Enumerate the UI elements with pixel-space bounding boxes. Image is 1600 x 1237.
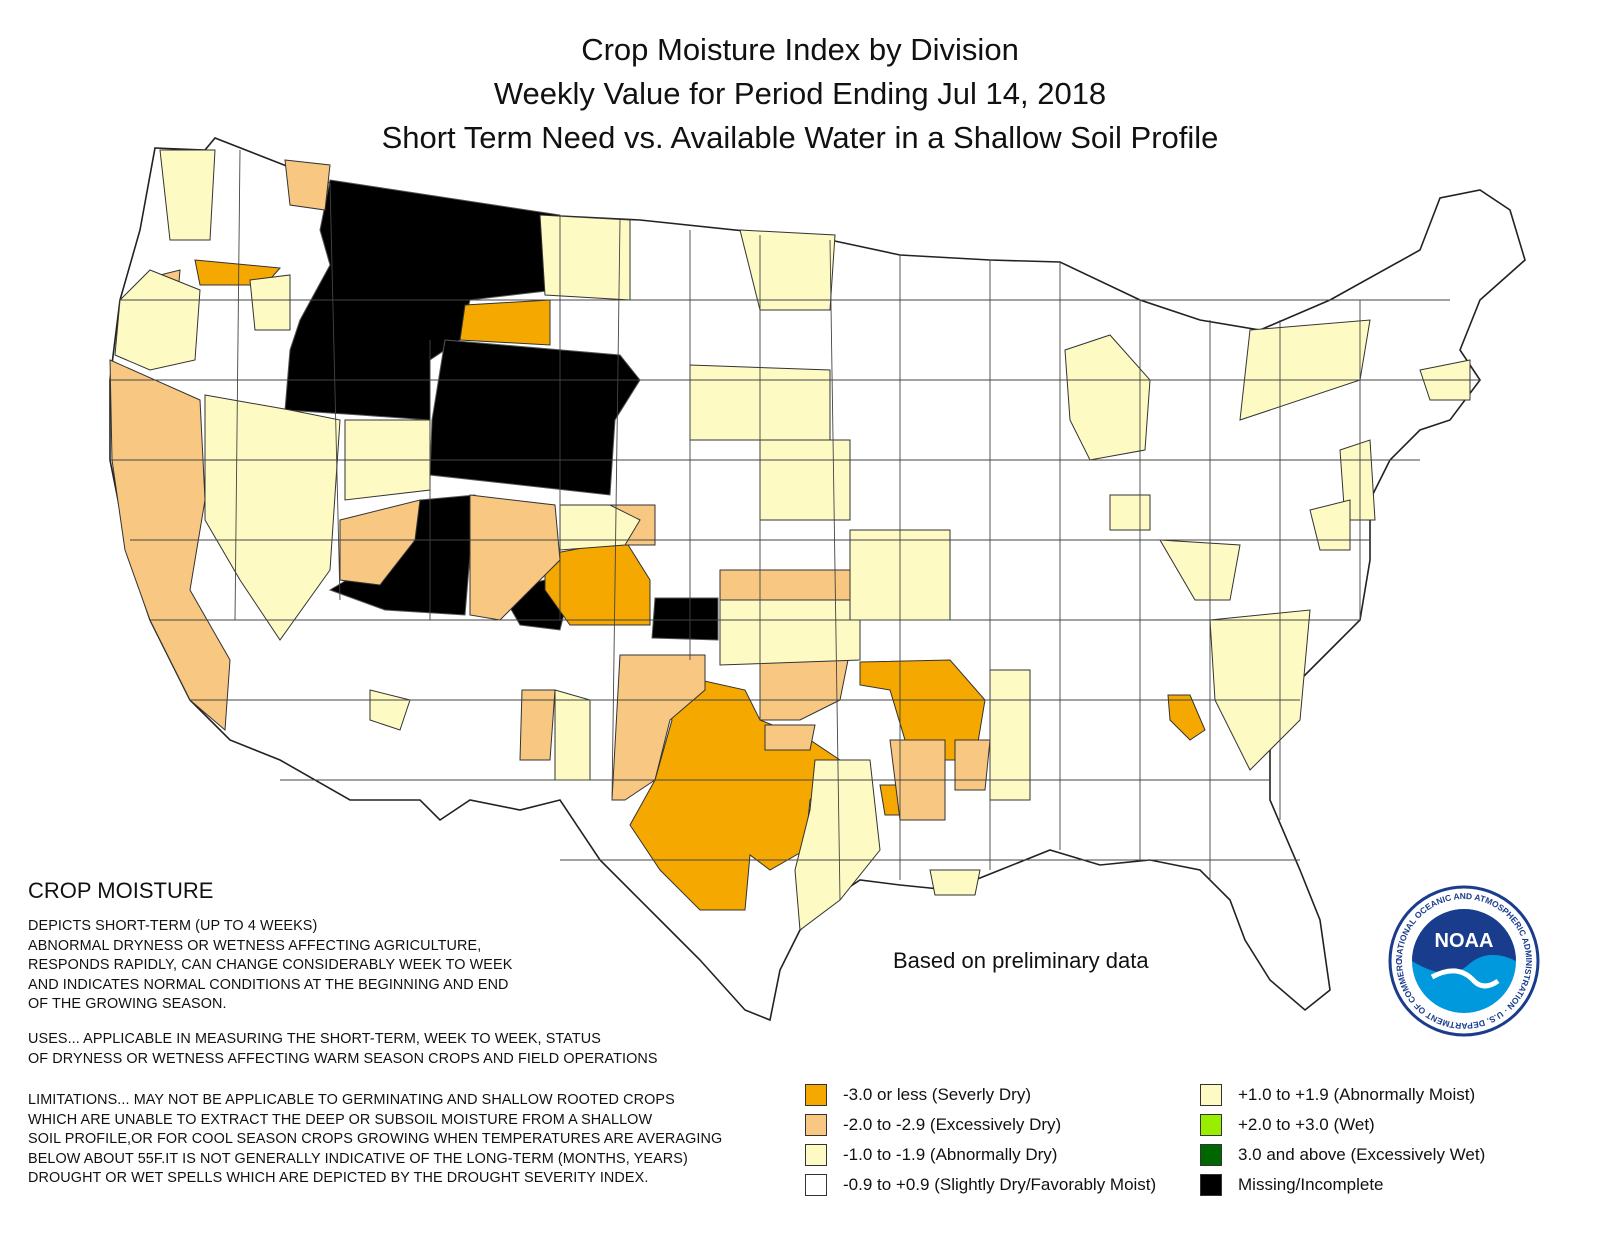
abnormal-texas-e (794, 759, 881, 931)
abnormal-indiana (1109, 494, 1151, 531)
legend-item-missing: Missing/Incomplete (1200, 1174, 1384, 1196)
legend-label: Missing/Incomplete (1238, 1175, 1384, 1194)
legend-swatch (1200, 1144, 1222, 1166)
excessively-dry-utah (339, 499, 421, 586)
legend-label: 3.0 and above (Excessively Wet) (1238, 1145, 1486, 1164)
abnormal-louisiana-s (929, 869, 981, 896)
info-uses: USES... APPLICABLE IN MEASURING THE SHOR… (28, 1031, 658, 1067)
severely-dry-georgia (1167, 694, 1206, 741)
legend-label: -3.0 or less (Severly Dry) (843, 1085, 1031, 1104)
abnormal-washington-coast (159, 149, 216, 241)
abnormal-kansas-n (759, 439, 851, 521)
legend-swatch (805, 1084, 827, 1106)
legend-item-excessively-dry: -2.0 to -2.9 (Excessively Dry) (805, 1114, 1061, 1136)
title-line-3: Short Term Need vs. Available Water in a… (381, 120, 1219, 155)
legend-swatch (1200, 1174, 1222, 1196)
abnormal-mississippi (989, 669, 1031, 801)
legend-item-excessively-wet: 3.0 and above (Excessively Wet) (1200, 1144, 1485, 1166)
legend-item-near-normal: -0.9 to +0.9 (Slightly Dry/Favorably Moi… (805, 1174, 1156, 1196)
legend-label: +2.0 to +3.0 (Wet) (1238, 1115, 1375, 1134)
title-line-1: Crop Moisture Index by Division (581, 32, 1019, 67)
excessively-dry-kansas (719, 569, 851, 601)
excessively-dry-colorado-w (469, 494, 561, 621)
info-depicts: DEPICTS SHORT-TERM (UP TO 4 WEEKS) ABNOR… (28, 918, 513, 1013)
legend-item-abnormally-dry: -1.0 to -1.9 (Abnormally Dry) (805, 1144, 1057, 1166)
legend-item-wet: +2.0 to +3.0 (Wet) (1200, 1114, 1375, 1136)
excessively-dry-texas-n (764, 724, 816, 751)
abnormal-michigan (1064, 334, 1151, 461)
excessively-dry-arizona-se (519, 689, 556, 761)
division-lines (110, 149, 1480, 901)
legend-item-severly-dry: -3.0 or less (Severly Dry) (805, 1084, 1031, 1106)
info-heading: CROP MOISTURE (28, 878, 214, 903)
abnormal-dakotas (739, 229, 836, 311)
abnormal-oregon-e (249, 274, 291, 331)
legend-label: -2.0 to -2.9 (Excessively Dry) (843, 1115, 1062, 1134)
abnormal-montana-e (539, 214, 631, 301)
abnormal-wv (1159, 539, 1241, 601)
legend-swatch (805, 1144, 827, 1166)
abnormal-oklahoma (719, 599, 861, 666)
severely-dry-montana-se (459, 299, 551, 346)
legend-item-abnormally-moist: +1.0 to +1.9 (Abnormally Moist) (1200, 1084, 1475, 1106)
legend-swatch (805, 1174, 827, 1196)
abnormal-carolinas (1209, 609, 1311, 771)
missing-region-kansas (651, 597, 719, 641)
abnormal-nevada (204, 394, 341, 641)
excessively-dry-washington (284, 159, 331, 211)
legend-label: -1.0 to -1.9 (Abnormally Dry) (843, 1145, 1058, 1164)
excessively-dry-new-mexico (611, 654, 706, 801)
info-limitations: LIMITATIONS... MAY NOT BE APPLICABLE TO … (28, 1092, 723, 1187)
legend-label: -0.9 to +0.9 (Slightly Dry/Favorably Moi… (843, 1175, 1157, 1194)
preliminary-note: Based on preliminary data (893, 948, 1149, 973)
abnormal-maryland (1309, 499, 1351, 551)
legend-label: +1.0 to +1.9 (Abnormally Moist) (1238, 1085, 1476, 1104)
legend-swatch (1200, 1084, 1222, 1106)
legend-swatch (805, 1114, 827, 1136)
abnormal-new-mexico-se (554, 689, 591, 781)
legend-swatch (1200, 1114, 1222, 1136)
map-title: Crop Moisture Index by Division Weekly V… (0, 28, 1600, 160)
noaa-text: NOAA (1435, 930, 1494, 952)
abnormal-oregon (114, 269, 201, 371)
excessively-dry-mississippi (954, 739, 991, 791)
missing-region-wyoming (429, 339, 641, 496)
title-line-2: Weekly Value for Period Ending Jul 14, 2… (493, 76, 1107, 111)
excessively-dry-california (109, 359, 231, 732)
noaa-logo-icon: NATIONAL OCEANIC AND ATMOSPHERIC ADMINIS… (1388, 885, 1540, 1037)
